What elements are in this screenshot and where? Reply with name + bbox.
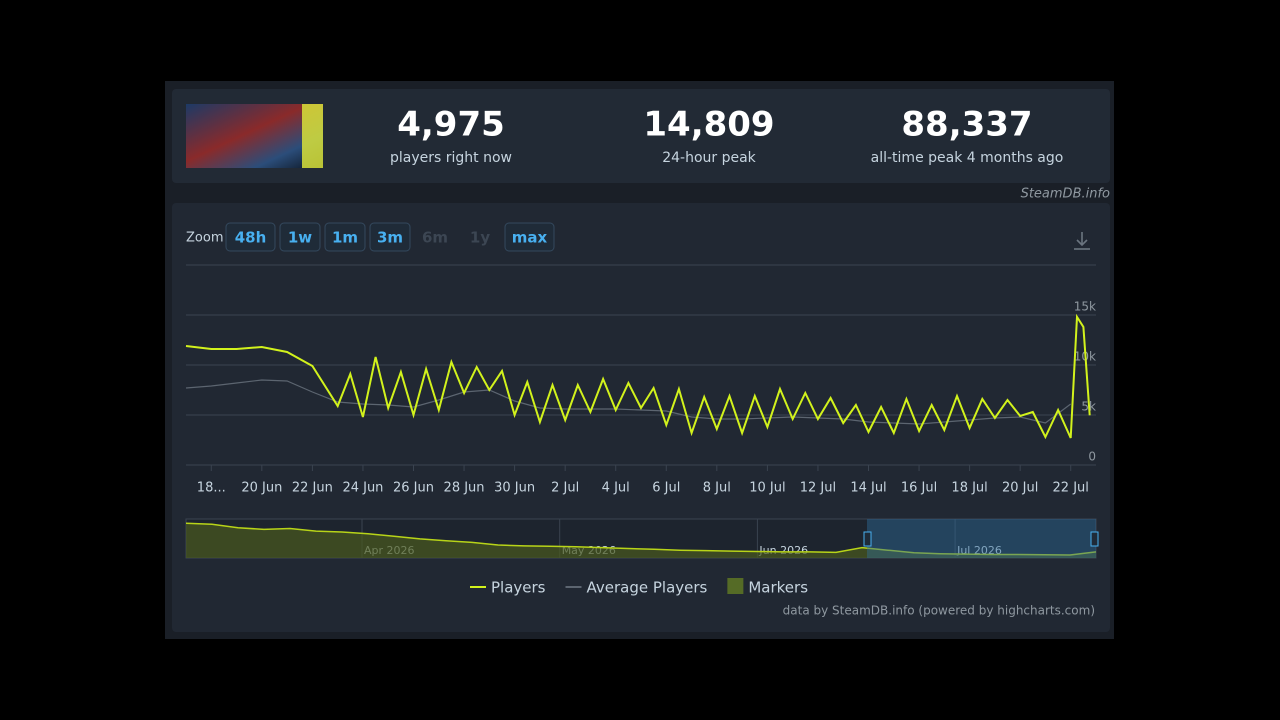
players-line (185, 313, 1091, 440)
zoom-button[interactable] (324, 222, 366, 252)
navigator-selection[interactable] (867, 519, 1096, 558)
download-icon[interactable] (1074, 232, 1090, 250)
x-tick-label: 30 Jun (494, 481, 535, 496)
x-tick-label: 28 Jun (444, 481, 485, 496)
zoom-button-text: 1y (470, 229, 490, 247)
zoom-buttons: 48h 1w 1m 3m 6m 1y max (225, 222, 555, 252)
credits: data by SteamDB.info (powered by highcha… (783, 604, 1095, 618)
zoom-button-text: 6m (422, 229, 448, 247)
x-tick-label: 16 Jul (901, 481, 937, 496)
stat-value: 88,337 (901, 105, 1032, 145)
zoom-button-text[interactable]: 48h (235, 229, 267, 247)
x-tick-label: 4 Jul (602, 481, 630, 496)
game-cover-logo (302, 104, 323, 168)
x-tick-label: 20 Jun (241, 481, 282, 496)
x-tick-label: 6 Jul (652, 481, 680, 496)
navigator-area (186, 523, 1096, 558)
x-tick-label: 18 Jul (951, 481, 987, 496)
x-tick-label: 12 Jul (800, 481, 836, 496)
zoom-button[interactable] (279, 222, 321, 252)
x-tick-label: 26 Jun (393, 481, 434, 496)
stat-label: players right now (390, 150, 512, 166)
watermark: SteamDB.info (1021, 187, 1110, 202)
zoom-button-text[interactable]: 1w (288, 229, 312, 247)
legend-item[interactable]: Average Players (587, 579, 708, 597)
stat-label: 24-hour peak (662, 150, 756, 166)
zoom-button-text[interactable]: max (512, 229, 548, 247)
zoom-button[interactable] (369, 222, 411, 252)
zoom-label: Zoom (186, 231, 223, 246)
x-tick-label: 14 Jul (850, 481, 886, 496)
zoom-button-text[interactable]: 1m (332, 229, 358, 247)
x-tick-label: 20 Jul (1002, 481, 1038, 496)
zoom-button[interactable] (504, 222, 555, 252)
game-cover (186, 104, 323, 168)
stat-label: all-time peak 4 months ago (871, 150, 1064, 166)
legend-item[interactable]: Markers (748, 579, 808, 597)
x-tick-label: 22 Jun (292, 481, 333, 496)
navigator-line (185, 522, 1097, 556)
navigator-handle[interactable] (863, 531, 872, 547)
chart-card (172, 203, 1110, 632)
legend-symbol (727, 578, 744, 594)
y-tick-label: 0 (1088, 450, 1096, 464)
x-tick-label: 18... (197, 481, 226, 496)
stat-value: 14,809 (643, 105, 774, 145)
navigator-handle[interactable] (1090, 531, 1099, 547)
header-card (172, 89, 1110, 183)
x-tick-label: 2 Jul (551, 481, 579, 496)
y-tick-label: 15k (1074, 300, 1096, 314)
stat-value: 4,975 (397, 105, 505, 145)
zoom-button[interactable] (225, 222, 276, 252)
x-tick-label: 10 Jul (749, 481, 785, 496)
legend-item[interactable]: Players (491, 579, 546, 597)
x-tick-label: 8 Jul (703, 481, 731, 496)
legend: Players Average Players Markers (470, 578, 808, 597)
x-tick-label: 24 Jun (342, 481, 383, 496)
zoom-button-text[interactable]: 3m (377, 229, 403, 247)
x-tick-label: 22 Jul (1053, 481, 1089, 496)
